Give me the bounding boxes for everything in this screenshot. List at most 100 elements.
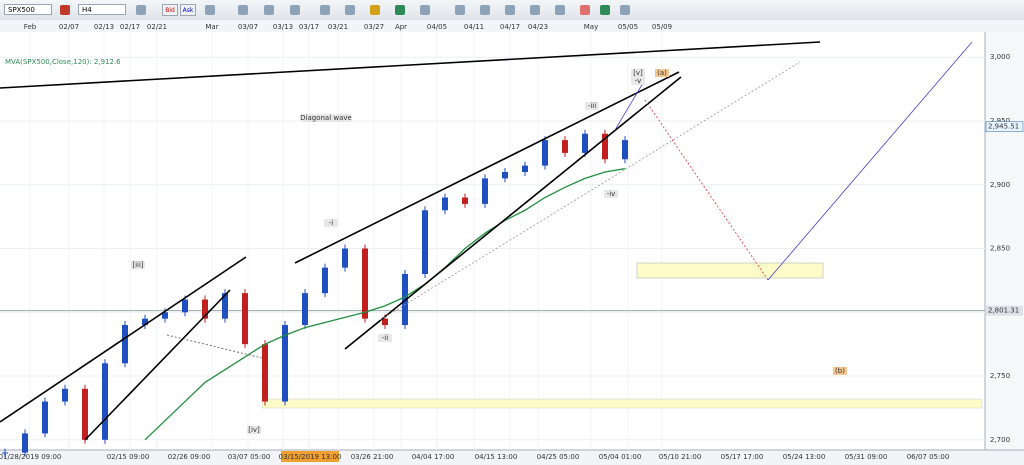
top-date-label: 04/05	[427, 23, 447, 31]
candle	[562, 140, 568, 153]
candle	[102, 363, 108, 440]
wave-label: (b)	[835, 367, 845, 375]
candle	[422, 210, 428, 275]
top-date-label: Feb	[24, 23, 37, 31]
top-date-label: 05/05	[618, 23, 638, 31]
candle	[302, 293, 308, 326]
y-tick-label: 2,900	[990, 181, 1010, 189]
time-label: 05/24 13:00	[783, 453, 826, 461]
y-tick-label: 3,000	[990, 53, 1010, 61]
top-date-label: 04/17	[500, 23, 520, 31]
label-box	[378, 334, 392, 342]
candle	[502, 172, 508, 179]
icon[interactable]	[505, 5, 515, 15]
label-box	[585, 102, 599, 110]
icon[interactable]	[60, 5, 70, 15]
icon[interactable]	[480, 5, 490, 15]
icon[interactable]	[136, 5, 146, 15]
trendlines	[0, 41, 821, 441]
candle	[262, 344, 268, 402]
icon[interactable]	[238, 5, 248, 15]
icon[interactable]	[420, 5, 430, 15]
price-label: 2,945.51	[988, 123, 1019, 131]
label-box	[131, 261, 145, 269]
candle	[142, 318, 148, 326]
top-date-label: 03/27	[364, 23, 384, 31]
level-tag	[986, 305, 1023, 316]
top-date-label: 03/07	[238, 23, 258, 31]
icon[interactable]	[370, 5, 380, 15]
bid-button[interactable]: Bid	[162, 4, 178, 16]
candle	[382, 318, 388, 326]
candle	[242, 293, 248, 345]
y-tick-label: 2,850	[990, 245, 1010, 253]
wave-label: -ii	[382, 334, 388, 342]
icon[interactable]	[600, 5, 610, 15]
timeframe-select[interactable]: H4	[78, 4, 126, 15]
time-label: 05/17 17:00	[721, 453, 764, 461]
top-date-label: 04/23	[528, 23, 548, 31]
icon[interactable]	[580, 5, 590, 15]
icon[interactable]	[345, 5, 355, 15]
time-label: 05/04 01:00	[599, 453, 642, 461]
time-label: 05/31 09:00	[845, 453, 888, 461]
icon[interactable]	[320, 5, 330, 15]
wave-label: -iii	[588, 102, 596, 110]
top-axis	[0, 20, 1024, 32]
time-label: 04/04 17:00	[412, 453, 455, 461]
icon[interactable]	[264, 5, 274, 15]
indicator-legend: MVA(SPX500,Close,120): 2,912.6	[5, 58, 121, 66]
icon[interactable]	[455, 5, 465, 15]
time-label: 03/26 21:00	[351, 453, 394, 461]
zone	[636, 262, 824, 279]
candle	[282, 325, 288, 402]
level-label: 2,801.31	[988, 307, 1019, 315]
top-date-label: 03/13	[273, 23, 293, 31]
time-label: 03/07 05:00	[228, 453, 271, 461]
candle	[22, 433, 28, 453]
icon[interactable]	[555, 5, 565, 15]
candle	[362, 248, 368, 319]
candle	[542, 140, 548, 166]
candle	[602, 133, 608, 160]
candle	[462, 197, 468, 204]
price-tag	[985, 121, 1024, 133]
top-date-label: May	[584, 23, 598, 31]
top-date-label: 02/21	[147, 23, 167, 31]
time-axis	[0, 450, 1024, 465]
icon[interactable]	[395, 5, 405, 15]
candle	[122, 325, 128, 364]
candle	[482, 178, 488, 204]
candle	[322, 267, 328, 294]
label-box	[247, 426, 261, 434]
wave-label: -v	[635, 77, 641, 85]
icon[interactable]	[530, 5, 540, 15]
candle	[2, 452, 8, 454]
y-tick-label: 2,950	[990, 117, 1010, 125]
time-label: 04/15 13:00	[475, 453, 518, 461]
y-tick-label: 2,700	[990, 436, 1010, 444]
candle	[442, 197, 448, 211]
wave-label: Diagonal wave	[300, 114, 352, 122]
projection-lines	[166, 41, 973, 359]
candle	[82, 388, 88, 440]
moving-average	[144, 168, 626, 441]
time-label: 02/15 09:00	[107, 453, 150, 461]
icon[interactable]	[620, 5, 630, 15]
time-label: 05/10 21:00	[659, 453, 702, 461]
icon[interactable]	[205, 5, 215, 15]
top-date-label: Mar	[205, 23, 218, 31]
candle	[202, 299, 208, 319]
candle	[42, 401, 48, 434]
symbol-select[interactable]: SPX500	[4, 4, 52, 15]
wave-label: [iv]	[248, 426, 260, 434]
candle	[622, 140, 628, 160]
top-date-label: 02/07	[59, 23, 79, 31]
icon[interactable]	[290, 5, 300, 15]
candle	[522, 165, 528, 172]
wave-label: (a)	[657, 69, 667, 77]
ask-button[interactable]: Ask	[180, 4, 196, 16]
candle	[62, 388, 68, 402]
y-tick-label: 2,750	[990, 372, 1010, 380]
